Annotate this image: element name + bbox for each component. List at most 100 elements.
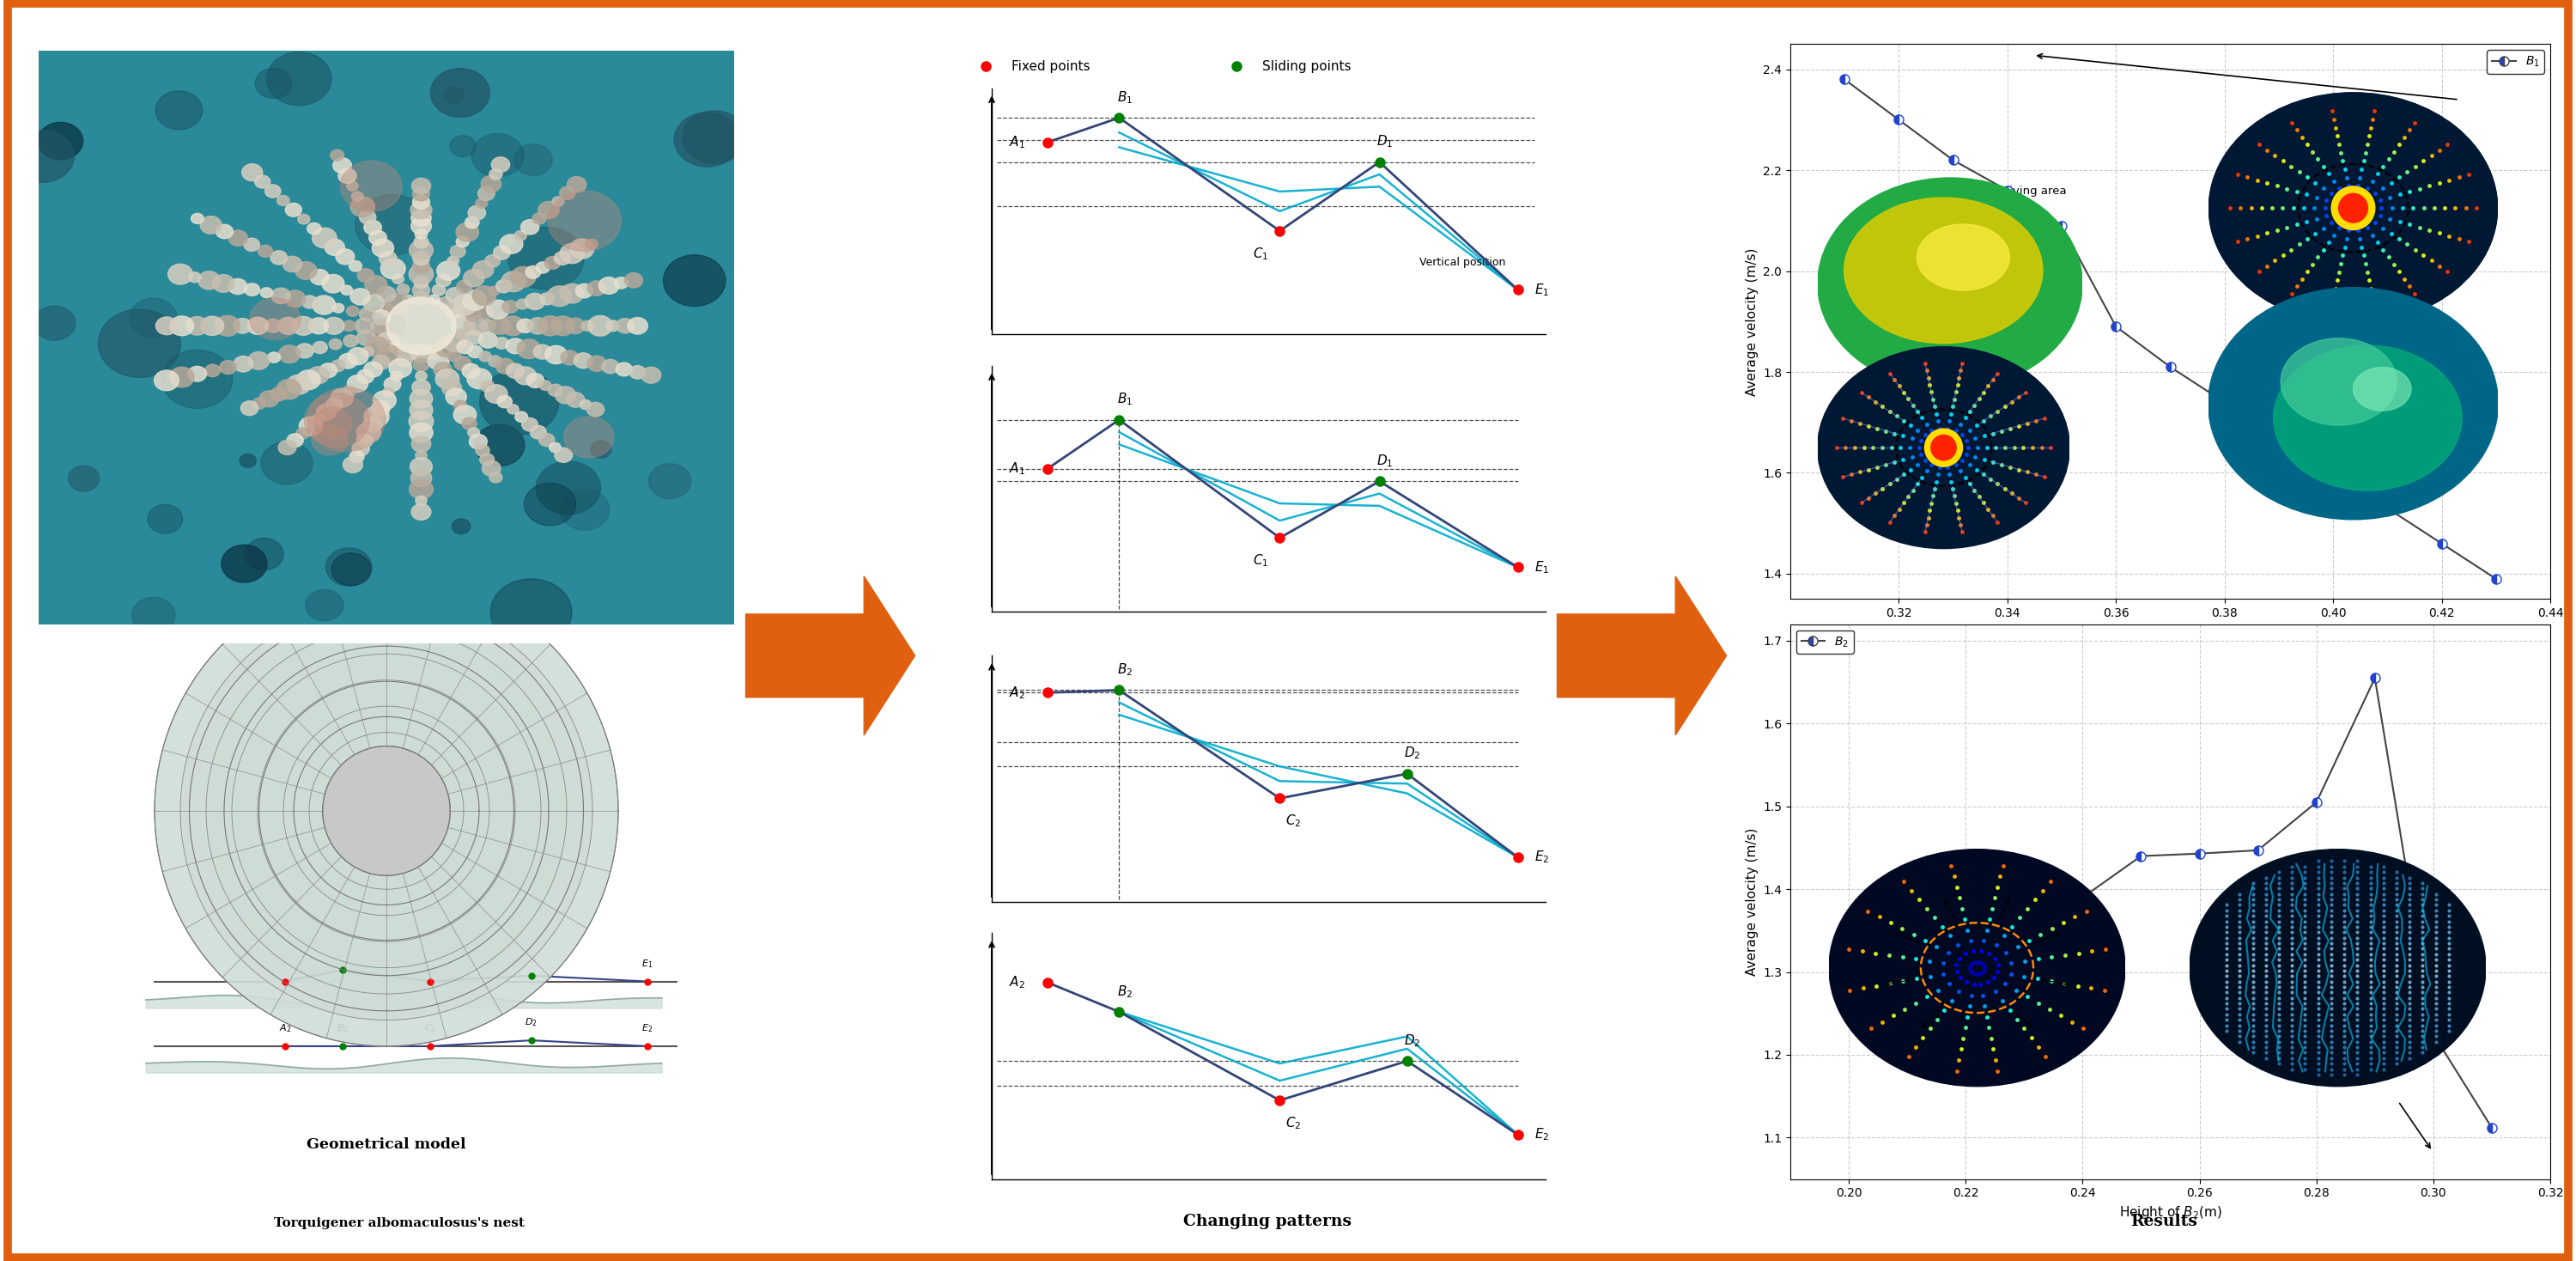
Circle shape [428,295,440,304]
Circle shape [471,286,497,305]
Circle shape [358,269,374,282]
Circle shape [500,317,526,335]
Text: $E_2$: $E_2$ [1535,850,1548,865]
Circle shape [448,351,461,362]
Circle shape [466,330,482,344]
Circle shape [131,598,175,633]
Circle shape [641,367,662,383]
Circle shape [363,406,389,426]
Circle shape [162,351,232,409]
Circle shape [412,195,430,209]
Circle shape [479,352,492,362]
Circle shape [234,356,252,372]
Circle shape [376,286,397,303]
Circle shape [546,346,567,364]
Circle shape [2339,193,2367,223]
Y-axis label: Average velocity (m/s): Average velocity (m/s) [1747,247,1759,396]
Circle shape [415,496,428,506]
Circle shape [363,221,381,235]
Circle shape [435,274,451,286]
Circle shape [515,144,551,175]
Circle shape [453,400,466,411]
Circle shape [219,361,237,375]
Circle shape [260,391,278,407]
Circle shape [397,284,410,295]
Circle shape [350,197,374,217]
Circle shape [384,294,410,314]
Circle shape [453,295,477,315]
Circle shape [471,134,523,177]
Y-axis label: Average velocity (m/s): Average velocity (m/s) [1747,827,1759,976]
Circle shape [489,318,510,334]
Text: $A_1$: $A_1$ [278,958,291,970]
Circle shape [312,425,348,455]
Text: Changing patterns: Changing patterns [1182,1214,1352,1229]
Circle shape [497,396,513,407]
Circle shape [453,329,466,339]
Text: $B_2$: $B_2$ [1118,984,1133,1000]
Circle shape [425,346,443,359]
Circle shape [348,261,361,271]
Circle shape [355,434,374,448]
Circle shape [466,346,482,358]
Circle shape [188,272,201,282]
Circle shape [495,358,515,373]
Circle shape [554,251,569,265]
Legend: $B_2$: $B_2$ [1795,630,1855,653]
Text: $E_2$: $E_2$ [1535,1127,1548,1142]
Circle shape [456,237,469,247]
Text: $B_1$: $B_1$ [337,946,348,958]
Circle shape [662,255,726,306]
Circle shape [559,489,611,530]
Circle shape [301,295,317,309]
Text: $A_1$: $A_1$ [1010,462,1025,477]
Text: $B_2$: $B_2$ [1118,662,1133,678]
Circle shape [482,381,495,392]
Circle shape [358,369,374,383]
Text: Sliding points: Sliding points [1262,59,1350,73]
Circle shape [590,441,611,458]
Circle shape [312,228,337,248]
Text: $C_1$: $C_1$ [1252,246,1267,262]
Circle shape [451,245,466,257]
Circle shape [260,288,273,298]
Circle shape [502,271,526,291]
Circle shape [340,285,353,295]
Circle shape [2331,187,2375,230]
Circle shape [240,401,258,415]
Polygon shape [155,575,618,1047]
Circle shape [353,441,368,455]
Circle shape [10,130,75,183]
Text: Fixed points: Fixed points [1010,59,1090,73]
Ellipse shape [1829,850,2125,1087]
Circle shape [567,318,585,334]
Ellipse shape [2354,367,2411,411]
Circle shape [129,298,178,338]
Circle shape [325,240,345,256]
Circle shape [629,366,647,378]
Circle shape [616,363,631,376]
Circle shape [623,272,641,288]
Circle shape [412,358,430,371]
Circle shape [605,320,618,332]
Circle shape [446,288,464,303]
Circle shape [477,198,487,208]
Circle shape [489,169,502,179]
Circle shape [304,393,368,448]
Circle shape [286,434,304,448]
Circle shape [559,284,585,303]
Text: $D_1$: $D_1$ [1376,134,1394,150]
Circle shape [479,319,495,333]
Circle shape [216,224,232,238]
Circle shape [546,286,572,306]
Circle shape [291,317,314,335]
Circle shape [526,266,541,279]
Text: $B_1$: $B_1$ [1118,90,1133,106]
Circle shape [397,353,412,367]
Circle shape [415,371,428,381]
Polygon shape [283,706,489,915]
Text: $D_1$: $D_1$ [526,952,538,963]
Circle shape [247,352,270,369]
Circle shape [412,178,430,194]
Circle shape [368,231,386,245]
